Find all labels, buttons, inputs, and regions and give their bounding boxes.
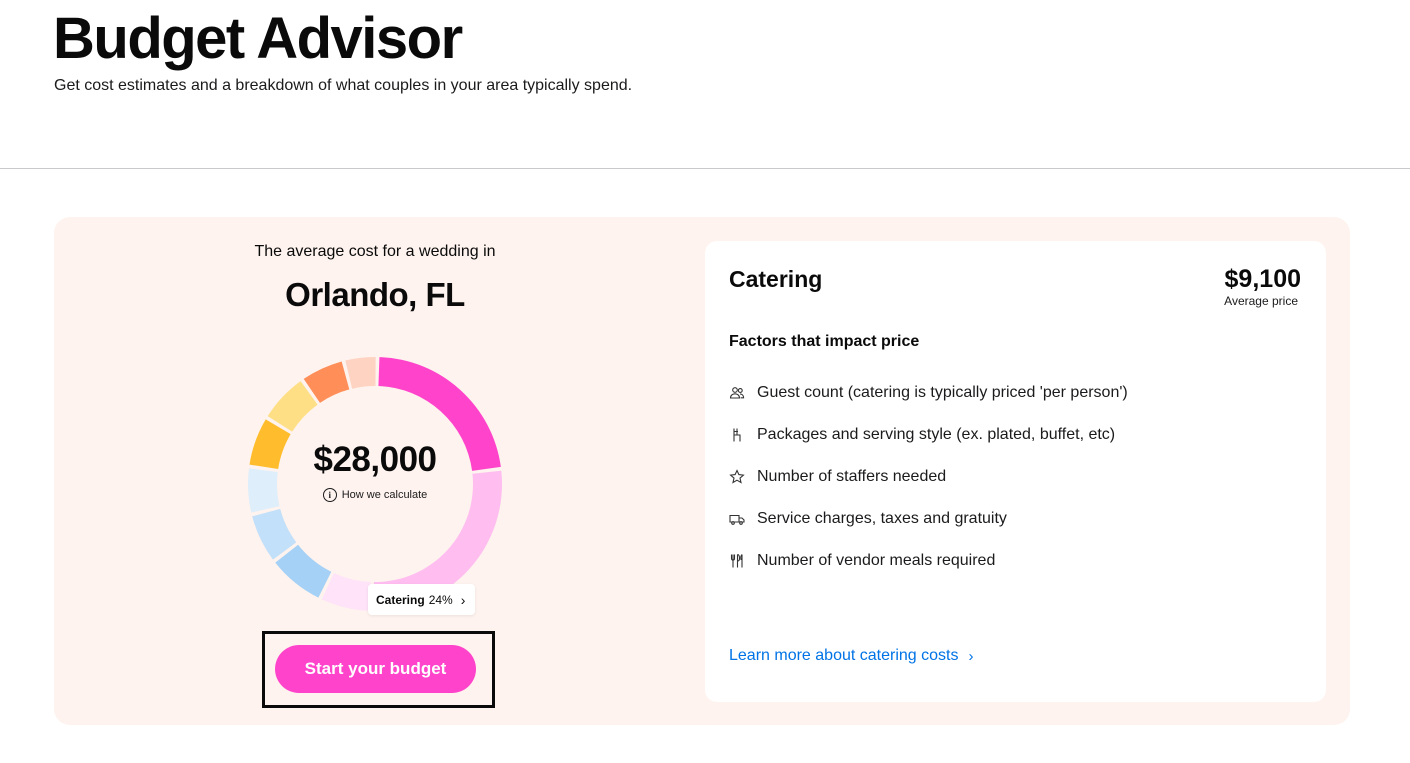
category-title: Catering <box>729 266 823 292</box>
selected-category-tooltip[interactable]: Catering 24% › <box>368 584 476 615</box>
donut-segment[interactable] <box>249 419 291 470</box>
donut-segment[interactable] <box>252 508 297 560</box>
donut-segment[interactable] <box>321 572 371 611</box>
chevron-right-icon: › <box>968 647 974 665</box>
learn-more-label: Learn more about catering costs <box>729 647 959 664</box>
tooltip-category: Catering <box>376 592 425 607</box>
utensils-icon <box>729 553 745 569</box>
page-title: Budget Advisor <box>53 6 463 71</box>
donut-segment[interactable] <box>378 357 501 471</box>
factor-text: Guest count (catering is typically price… <box>757 384 1128 401</box>
donut-segment[interactable] <box>275 544 332 598</box>
star-icon <box>729 469 745 485</box>
info-icon: i <box>322 488 337 502</box>
start-budget-button[interactable]: Start your budget <box>275 645 476 693</box>
donut-segment[interactable] <box>248 468 280 513</box>
factor-item: Number of staffers needed <box>729 468 946 486</box>
people-icon <box>729 385 745 401</box>
learn-more-link[interactable]: Learn more about catering costs › <box>729 647 973 665</box>
chevron-right-icon: › <box>460 591 466 608</box>
location-name: Orlando, FL <box>285 276 465 313</box>
donut-segment[interactable] <box>267 381 318 432</box>
factor-item: Guest count (catering is typically price… <box>729 384 1128 402</box>
tooltip-percent: 24% <box>428 592 453 607</box>
price-label: Average price <box>1224 294 1298 308</box>
truck-icon <box>729 511 745 527</box>
factor-text: Number of staffers needed <box>757 468 947 485</box>
factor-item: Number of vendor meals required <box>729 552 995 570</box>
how-we-calculate-label: How we calculate <box>341 489 428 501</box>
category-detail-card <box>705 241 1326 702</box>
donut-segment[interactable] <box>345 356 376 389</box>
factor-text: Number of vendor meals required <box>757 552 996 569</box>
donut-segment[interactable] <box>303 361 350 403</box>
how-we-calculate-link[interactable]: i How we calculate <box>285 488 465 502</box>
factor-item: Packages and serving style (ex. plated, … <box>729 426 1115 444</box>
factors-title: Factors that impact price <box>729 333 920 350</box>
factor-text: Packages and serving style (ex. plated, … <box>757 426 1116 443</box>
page-subtitle: Get cost estimates and a breakdown of wh… <box>54 77 633 94</box>
average-cost-label: The average cost for a wedding in <box>254 243 496 260</box>
factor-text: Service charges, taxes and gratuity <box>757 510 1007 527</box>
category-price: $9,100 <box>1224 265 1301 293</box>
budget-donut-chart[interactable] <box>245 349 505 619</box>
chair-icon <box>729 427 745 443</box>
factor-item: Service charges, taxes and gratuity <box>729 510 1007 528</box>
cta-highlight-frame <box>262 631 495 708</box>
total-cost: $28,000 <box>313 440 437 479</box>
header-divider <box>0 168 1410 169</box>
